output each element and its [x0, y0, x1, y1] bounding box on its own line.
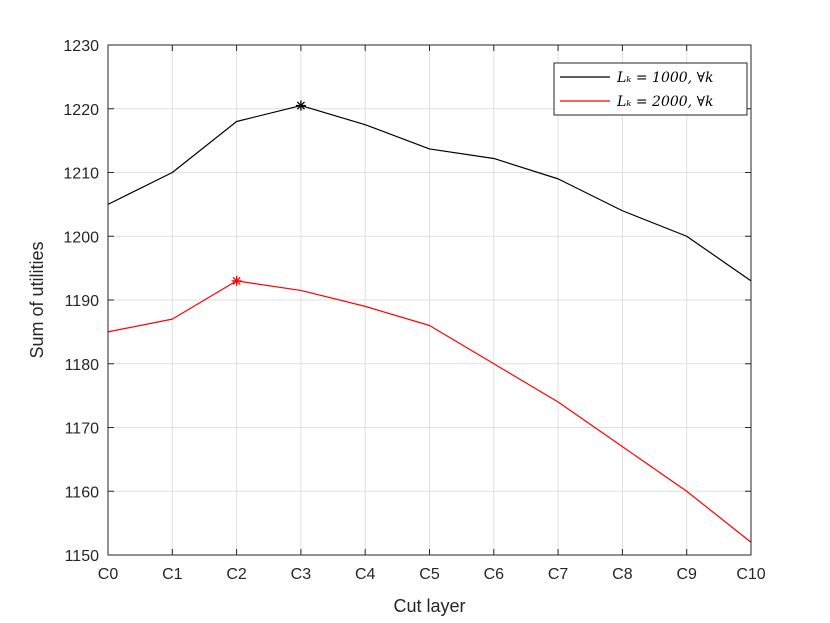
max-marker-series-1 [231, 275, 242, 286]
x-tick-label: C7 [548, 566, 569, 583]
x-tick-label: C6 [484, 566, 505, 583]
x-axis-label: Cut layer [393, 596, 465, 616]
x-tick-label: C1 [162, 566, 183, 583]
legend: Lₖ = 1000, ∀k Lₖ = 2000, ∀k [553, 62, 748, 116]
series-layer [107, 100, 752, 543]
legend-box [553, 62, 748, 116]
axis-ticks [107, 44, 752, 556]
max-marker-series-0 [295, 100, 306, 111]
x-tick-label: C0 [98, 566, 119, 583]
y-tick-label: 1230 [63, 38, 99, 55]
x-tick-label: C2 [226, 566, 247, 583]
x-tick-label: C10 [736, 566, 765, 583]
series-line-0 [107, 104, 752, 282]
x-tick-label: C4 [355, 566, 376, 583]
marker-stroke [296, 101, 305, 110]
x-tick-label: C5 [419, 566, 440, 583]
marker-stroke [232, 276, 241, 285]
y-tick-labels: 1150 1160 1170 1180 1190 1200 1210 1220 1230 [63, 38, 99, 565]
x-tick-label: C3 [291, 566, 312, 583]
y-tick-label: 1170 [65, 421, 100, 438]
legend-label-series-2000: Lₖ = 2000, ∀k [616, 94, 714, 110]
x-tick-labels: C0 C1 C2 C3 C4 C5 C6 C7 C8 C9 C10 [98, 566, 766, 583]
series-line-1 [107, 280, 752, 543]
y-tick-label: 1180 [65, 357, 100, 374]
y-axis-label: Sum of utilities [27, 241, 47, 358]
y-tick-label: 1210 [63, 166, 99, 183]
x-tick-label: C9 [676, 566, 697, 583]
legend-label-series-1000: Lₖ = 1000, ∀k [616, 70, 714, 86]
y-tick-label: 1150 [65, 548, 100, 565]
y-tick-label: 1220 [63, 102, 99, 119]
y-tick-label: 1160 [65, 484, 100, 501]
y-tick-label: 1200 [63, 229, 99, 246]
x-tick-label: C8 [612, 566, 633, 583]
y-tick-label: 1190 [65, 293, 100, 310]
